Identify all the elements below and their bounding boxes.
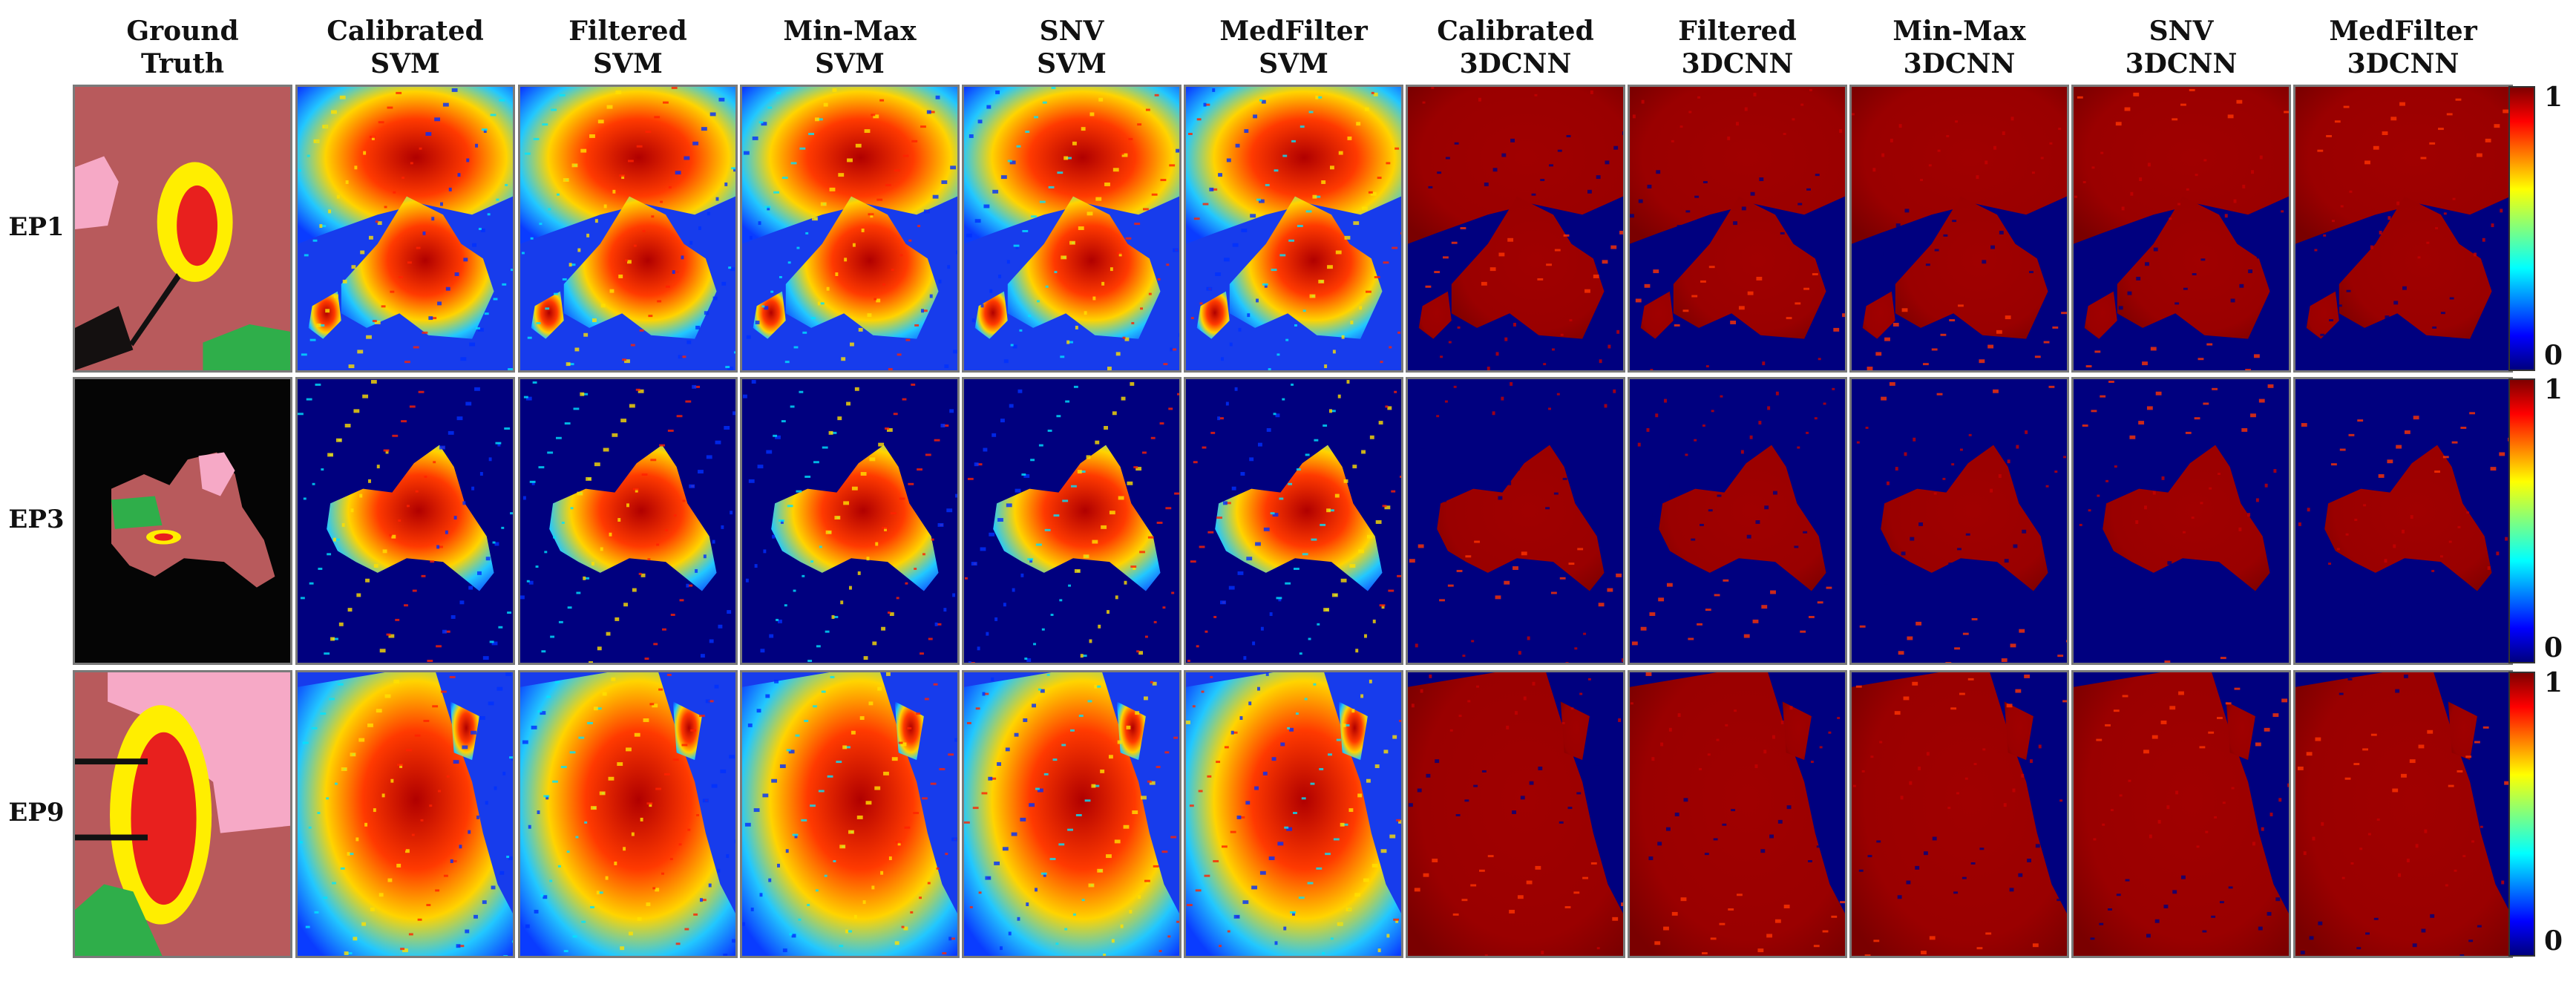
column-header-line1: Calibrated bbox=[1437, 16, 1594, 47]
column-header-line2: SVM bbox=[1037, 48, 1107, 79]
map-tile-ep3-1 bbox=[73, 377, 292, 665]
column-header: Min-Max 3DCNN bbox=[1848, 15, 2071, 80]
column-header-line2: 3DCNN bbox=[2125, 48, 2238, 79]
column-header-line2: SVM bbox=[370, 48, 440, 79]
colorbar-max-label: 1 bbox=[2544, 667, 2563, 698]
map-tile-ep3-6 bbox=[1184, 377, 1403, 665]
row-label: EP9 bbox=[8, 798, 65, 827]
column-header-line1: Min-Max bbox=[783, 16, 917, 47]
map-tile-ep3-4 bbox=[740, 377, 960, 665]
colorbar bbox=[2508, 672, 2535, 957]
column-header-line1: Filtered bbox=[568, 16, 687, 47]
map-tile-ep1-11 bbox=[2293, 85, 2513, 373]
map-tile-ep9-1 bbox=[73, 670, 292, 958]
map-tile-ep1-10 bbox=[2071, 85, 2291, 373]
column-header-line1: SNV bbox=[1039, 16, 1104, 47]
map-tile-ep9-6 bbox=[1184, 670, 1403, 958]
column-header: Ground Truth bbox=[71, 15, 294, 80]
column-header: MedFilter 3DCNN bbox=[2292, 15, 2514, 80]
colorbar bbox=[2508, 378, 2535, 663]
column-header: SNV SVM bbox=[960, 15, 1183, 80]
map-tile-ep3-7 bbox=[1406, 377, 1625, 665]
map-tile-ep9-7 bbox=[1406, 670, 1625, 958]
column-header-line1: Filtered bbox=[1678, 16, 1797, 47]
map-tile-ep9-10 bbox=[2071, 670, 2291, 958]
column-header: Filtered 3DCNN bbox=[1626, 15, 1849, 80]
column-header-line1: MedFilter bbox=[2329, 16, 2477, 47]
row-label: EP3 bbox=[8, 505, 65, 534]
column-header: Calibrated SVM bbox=[294, 15, 517, 80]
column-header-line2: Truth bbox=[140, 48, 225, 79]
map-tile-ep3-2 bbox=[295, 377, 515, 665]
column-header-line1: Ground bbox=[126, 16, 239, 47]
map-tile-ep9-5 bbox=[962, 670, 1182, 958]
map-tile-ep3-10 bbox=[2071, 377, 2291, 665]
map-tile-ep9-2 bbox=[295, 670, 515, 958]
colorbar-min-label: 0 bbox=[2544, 925, 2563, 957]
column-header: Min-Max SVM bbox=[738, 15, 961, 80]
column-header-line2: SVM bbox=[815, 48, 885, 79]
column-header: Calibrated 3DCNN bbox=[1404, 15, 1627, 80]
colorbar bbox=[2508, 86, 2535, 371]
column-header-line1: MedFilter bbox=[1219, 16, 1368, 47]
map-tile-ep1-4 bbox=[740, 85, 960, 373]
colorbar-max-label: 1 bbox=[2544, 374, 2563, 405]
map-tile-ep1-6 bbox=[1184, 85, 1403, 373]
map-tile-ep3-11 bbox=[2293, 377, 2513, 665]
map-tile-ep1-3 bbox=[518, 85, 738, 373]
map-tile-ep3-8 bbox=[1628, 377, 1847, 665]
colorbar-min-label: 0 bbox=[2544, 340, 2563, 371]
map-tile-ep9-11 bbox=[2293, 670, 2513, 958]
column-header: SNV 3DCNN bbox=[2070, 15, 2292, 80]
map-tile-ep3-5 bbox=[962, 377, 1182, 665]
map-tile-ep9-3 bbox=[518, 670, 738, 958]
map-tile-ep3-9 bbox=[1849, 377, 2069, 665]
map-tile-ep1-1 bbox=[73, 85, 292, 373]
map-tile-ep1-2 bbox=[295, 85, 515, 373]
column-header-line1: SNV bbox=[2149, 16, 2214, 47]
column-header-line2: SVM bbox=[593, 48, 663, 79]
column-header-line1: Min-Max bbox=[1892, 16, 2026, 47]
column-header: Filtered SVM bbox=[517, 15, 739, 80]
map-tile-ep9-8 bbox=[1628, 670, 1847, 958]
map-tile-ep1-7 bbox=[1406, 85, 1625, 373]
map-tile-ep1-5 bbox=[962, 85, 1182, 373]
row-label: EP1 bbox=[8, 212, 65, 242]
column-header-line1: Calibrated bbox=[327, 16, 484, 47]
colorbar-min-label: 0 bbox=[2544, 632, 2563, 663]
map-tile-ep3-3 bbox=[518, 377, 738, 665]
map-tile-ep1-8 bbox=[1628, 85, 1847, 373]
map-tile-ep9-9 bbox=[1849, 670, 2069, 958]
column-header-line2: 3DCNN bbox=[1459, 48, 1572, 79]
column-header-line2: 3DCNN bbox=[2347, 48, 2459, 79]
column-header-line2: 3DCNN bbox=[1681, 48, 1794, 79]
column-header-line2: SVM bbox=[1259, 48, 1328, 79]
column-header-line2: 3DCNN bbox=[1903, 48, 2016, 79]
column-header: MedFilter SVM bbox=[1182, 15, 1405, 80]
colorbar-max-label: 1 bbox=[2544, 82, 2563, 113]
map-tile-ep9-4 bbox=[740, 670, 960, 958]
map-tile-ep1-9 bbox=[1849, 85, 2069, 373]
